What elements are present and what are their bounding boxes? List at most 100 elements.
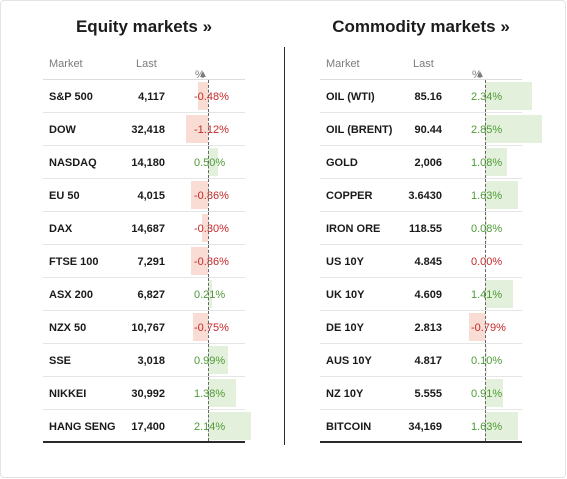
percent-change: -0.86%: [194, 256, 229, 268]
last-price: 4,117: [138, 91, 165, 103]
equity-table-header: Market Last % ▲: [43, 47, 245, 81]
change-bar: [190, 247, 208, 275]
percent-change: 0.91%: [471, 388, 503, 400]
change-bar: [485, 82, 532, 110]
last-price: 10,767: [131, 322, 165, 334]
percent-change: 1.08%: [471, 157, 503, 169]
commodity-markets-title-link[interactable]: Commodity markets »: [332, 17, 510, 36]
market-name: NZX 50: [49, 322, 87, 334]
table-row[interactable]: ASX 200 6,827 0.21%: [43, 278, 245, 311]
market-name: NASDAQ: [49, 157, 97, 169]
table-row[interactable]: NZX 50 10,767 -0.75%: [43, 311, 245, 344]
market-name: HANG SENG: [49, 421, 116, 433]
market-name: GOLD: [326, 157, 358, 169]
percent-change: -0.48%: [194, 91, 229, 103]
market-name: COPPER: [326, 190, 373, 202]
market-name: IRON ORE: [326, 223, 381, 235]
market-name: OIL (WTI): [326, 91, 375, 103]
table-row[interactable]: COPPER 3.6430 1.63%: [320, 179, 522, 212]
market-name: NZ 10Y: [326, 388, 364, 400]
equity-rows: S&P 500 4,117 -0.48% DOW 32,418 -1.12% NASDAQ 1…: [43, 80, 251, 443]
table-row[interactable]: DAX 14,687 -0.30%: [43, 212, 245, 245]
table-row[interactable]: NIKKEI 30,992 1.38%: [43, 377, 245, 410]
table-row[interactable]: NASDAQ 14,180 0.50%: [43, 146, 245, 179]
change-bar: [485, 346, 487, 374]
market-name: NIKKEI: [49, 388, 87, 400]
last-price: 14,687: [131, 223, 165, 235]
market-name: ASX 200: [49, 289, 94, 301]
equity-markets-title-link[interactable]: Equity markets »: [75, 17, 213, 36]
zero-line: [208, 113, 209, 145]
last-price: 6,827: [137, 289, 165, 301]
zero-line: [208, 146, 209, 178]
percent-header-label: %: [195, 69, 205, 81]
percent-change: -0.75%: [194, 322, 229, 334]
table-row[interactable]: DOW 32,418 -1.12%: [43, 113, 245, 146]
change-bar: [208, 280, 213, 308]
change-bar: [208, 346, 228, 374]
table-row[interactable]: SSE 3,018 0.99%: [43, 344, 245, 377]
table-row[interactable]: NZ 10Y 5.555 0.91%: [320, 377, 522, 410]
percent-change: 0.08%: [471, 223, 503, 235]
zero-line: [485, 410, 486, 441]
table-row[interactable]: FTSE 100 7,291 -0.86%: [43, 245, 245, 278]
sort-ascending-icon: ▲: [198, 69, 208, 80]
table-row[interactable]: UK 10Y 4.609 1.41%: [320, 278, 522, 311]
zero-line: [485, 212, 486, 244]
percent-change: 1.63%: [471, 190, 503, 202]
change-bar: [208, 148, 218, 176]
column-header-market[interactable]: Market: [326, 58, 360, 70]
table-row[interactable]: BITCOIN 34,169 1.63%: [320, 410, 522, 443]
table-row[interactable]: US 10Y 4.845 0.00%: [320, 245, 522, 278]
sort-ascending-icon: ▲: [475, 69, 485, 80]
table-row[interactable]: S&P 500 4,117 -0.48%: [43, 80, 245, 113]
zero-line: [485, 179, 486, 211]
percent-change: 2.14%: [194, 421, 226, 433]
market-name: DAX: [49, 223, 73, 235]
column-header-last[interactable]: Last: [413, 58, 434, 70]
table-row[interactable]: OIL (WTI) 85.16 2.34%: [320, 80, 532, 113]
table-row[interactable]: DE 10Y 2.813 -0.79%: [320, 311, 522, 344]
table-row[interactable]: HANG SENG 17,400 2.14%: [43, 410, 251, 443]
change-bar: [485, 181, 518, 209]
table-row[interactable]: AUS 10Y 4.817 0.10%: [320, 344, 522, 377]
table-row[interactable]: IRON ORE 118.55 0.08%: [320, 212, 522, 245]
market-name: DE 10Y: [326, 322, 364, 334]
percent-change: 1.38%: [194, 388, 226, 400]
change-bar: [485, 280, 514, 308]
change-bar: [198, 82, 208, 110]
change-bar: [485, 214, 487, 242]
change-bar: [208, 412, 251, 440]
last-price: 118.55: [408, 223, 442, 235]
market-name: US 10Y: [326, 256, 364, 268]
change-bar: [185, 115, 208, 143]
percent-header-label: %: [472, 69, 482, 81]
percent-change: 1.63%: [471, 421, 503, 433]
market-name: DOW: [49, 124, 76, 136]
last-price: 3,018: [137, 355, 165, 367]
market-name: FTSE 100: [49, 256, 99, 268]
change-bar: [208, 379, 236, 407]
zero-line: [208, 410, 209, 441]
change-bar: [202, 214, 208, 242]
table-row[interactable]: GOLD 2,006 1.08%: [320, 146, 522, 179]
column-header-market[interactable]: Market: [49, 58, 83, 70]
percent-change: 0.50%: [194, 157, 226, 169]
market-name: BITCOIN: [326, 421, 372, 433]
zero-line: [208, 311, 209, 343]
market-name: UK 10Y: [326, 289, 365, 301]
table-row[interactable]: OIL (BRENT) 90.44 2.85%: [320, 113, 542, 146]
change-bar: [485, 115, 542, 143]
percent-change: 0.99%: [194, 355, 226, 367]
market-name: AUS 10Y: [326, 355, 372, 367]
last-price: 4.609: [414, 289, 442, 301]
last-price: 2,006: [414, 157, 442, 169]
zero-line: [485, 245, 486, 277]
market-name: SSE: [49, 355, 72, 367]
column-header-last[interactable]: Last: [136, 58, 157, 70]
zero-line: [208, 344, 209, 376]
zero-line: [485, 278, 486, 310]
table-row[interactable]: EU 50 4,015 -0.86%: [43, 179, 245, 212]
percent-change: 2.34%: [471, 91, 503, 103]
